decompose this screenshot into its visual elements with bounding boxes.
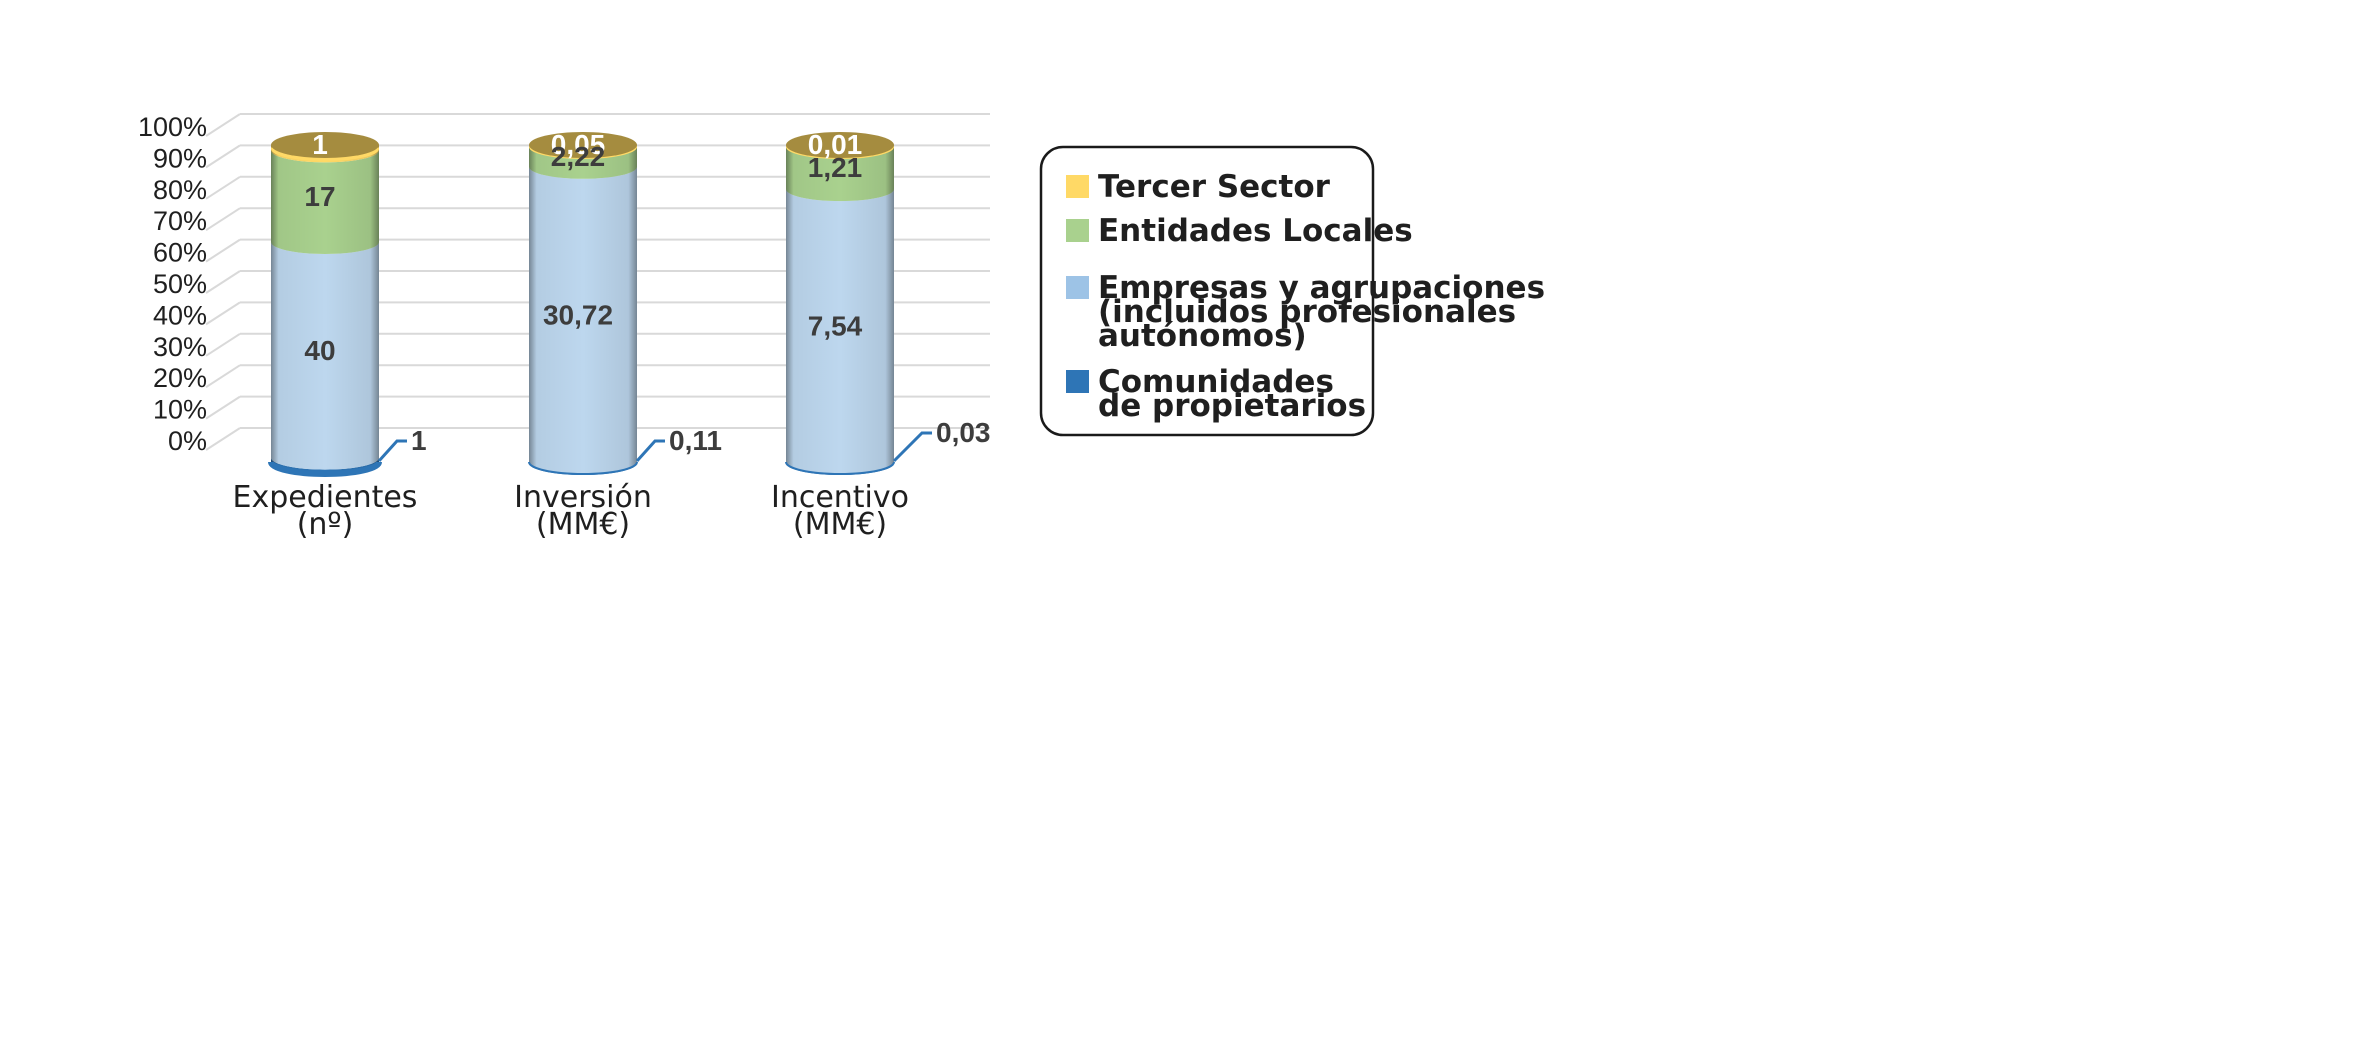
- bar-segment-comunidades: [528, 461, 638, 475]
- gridline-diagonal: [205, 207, 241, 232]
- data-label-empresas-y-agrupaciones: 7,54: [808, 311, 863, 342]
- leader-line: [377, 439, 407, 463]
- gridline-diagonal: [205, 175, 241, 200]
- leader-line: [892, 431, 932, 463]
- cylinder-incentivo: 0,01 7,54 1,21 0,03: [785, 129, 991, 475]
- data-label-tercer-sector: 0,01: [808, 129, 863, 160]
- legend-box: [1039, 145, 1375, 437]
- gridline-diagonal: [205, 238, 241, 263]
- data-label-entidades-locales: 1,21: [808, 152, 863, 183]
- y-tick-label: 30%: [153, 332, 207, 362]
- legend-swatch: [1066, 175, 1089, 198]
- legend-label: autónomos): [1098, 318, 1307, 354]
- data-label-tercer-sector: 0,05: [551, 129, 606, 160]
- gridline-diagonal: [205, 332, 241, 357]
- y-tick-label: 60%: [153, 238, 207, 268]
- legend: Tercer Sector Entidades Locales Empresas y…: [1039, 145, 1545, 437]
- y-tick-label: 0%: [168, 426, 207, 456]
- data-label-entidades-locales: 2,22: [551, 141, 606, 172]
- x-tick-label: Expedientes: [233, 480, 418, 515]
- x-axis: Expedientes(nº)Inversión(MM€)Incentivo(M…: [233, 480, 909, 542]
- data-label-comunidades: 0,11: [669, 425, 722, 456]
- legend-label: Comunidades: [1098, 364, 1334, 400]
- leader-line: [635, 439, 665, 463]
- legend-swatch: [1066, 370, 1089, 393]
- legend-item-empresas-y-agrupaciones: Empresas y agrupaciones(incluidos profes…: [1066, 270, 1545, 354]
- y-axis: 0%10%20%30%40%50%60%70%80%90%100%: [138, 112, 207, 456]
- legend-item-entidades-locales: Entidades Locales: [1066, 213, 1413, 249]
- data-label-empresas-y-agrupaciones: 30,72: [543, 299, 613, 330]
- data-label-comunidades: 1: [411, 425, 427, 456]
- y-tick-label: 70%: [153, 206, 207, 236]
- x-tick-label: (nº): [297, 507, 354, 542]
- legend-label: Tercer Sector: [1098, 169, 1331, 205]
- x-tick-label: Incentivo: [771, 480, 909, 515]
- y-tick-label: 100%: [138, 112, 207, 142]
- legend-swatch: [1066, 276, 1089, 299]
- y-tick-label: 50%: [153, 269, 207, 299]
- y-tick-label: 10%: [153, 395, 207, 425]
- cylinder-inversion: 0,05 30,72 2,22 0,11: [528, 129, 722, 475]
- gridline-diagonal: [205, 301, 241, 326]
- data-label-entidades-locales: 17: [304, 181, 335, 212]
- gridline-diagonal: [205, 113, 241, 137]
- x-tick-label: (MM€): [536, 507, 630, 542]
- y-tick-label: 40%: [153, 300, 207, 330]
- legend-label: de propietarios: [1098, 388, 1366, 424]
- cylinder-shading: [271, 145, 379, 475]
- cylinder-top-cap: [271, 132, 379, 158]
- legend-item-tercer-sector: Tercer Sector: [1066, 169, 1331, 205]
- data-label-comunidades: 0,03: [936, 417, 991, 448]
- legend-label: Empresas y agrupaciones: [1098, 270, 1545, 306]
- cylinder-top-cap: [786, 132, 894, 158]
- bar-segment-comunidades: [785, 461, 895, 475]
- cylinder-shading: [786, 145, 894, 475]
- x-tick-label: Inversión: [514, 480, 652, 515]
- gridline-diagonal: [205, 144, 241, 169]
- legend-label: Entidades Locales: [1098, 213, 1413, 249]
- gridline-diagonal: [205, 395, 241, 420]
- bar-segment-comunidades: [268, 461, 382, 477]
- cylinder-expedientes: 1 40 17 1: [268, 129, 427, 477]
- plot-area: 1 40 17 1 0,05 30,72 2,22 0,11 0,01 7,54 1,21 0,03: [268, 129, 991, 477]
- gridline-diagonal: [205, 270, 241, 294]
- cylinder-top-cap: [529, 132, 637, 158]
- data-label-empresas-y-agrupaciones: 40: [304, 335, 335, 366]
- x-tick-label: (MM€): [793, 507, 887, 542]
- gridline-diagonal: [205, 427, 241, 451]
- cylinder-shading: [529, 145, 637, 475]
- gridline-diagonal: [205, 364, 241, 389]
- legend-swatch: [1066, 219, 1089, 242]
- y-tick-label: 80%: [153, 175, 207, 205]
- y-tick-label: 20%: [153, 363, 207, 393]
- y-tick-label: 90%: [153, 143, 207, 173]
- data-label-tercer-sector: 1: [312, 129, 328, 160]
- legend-label: (incluidos profesionales: [1098, 294, 1516, 330]
